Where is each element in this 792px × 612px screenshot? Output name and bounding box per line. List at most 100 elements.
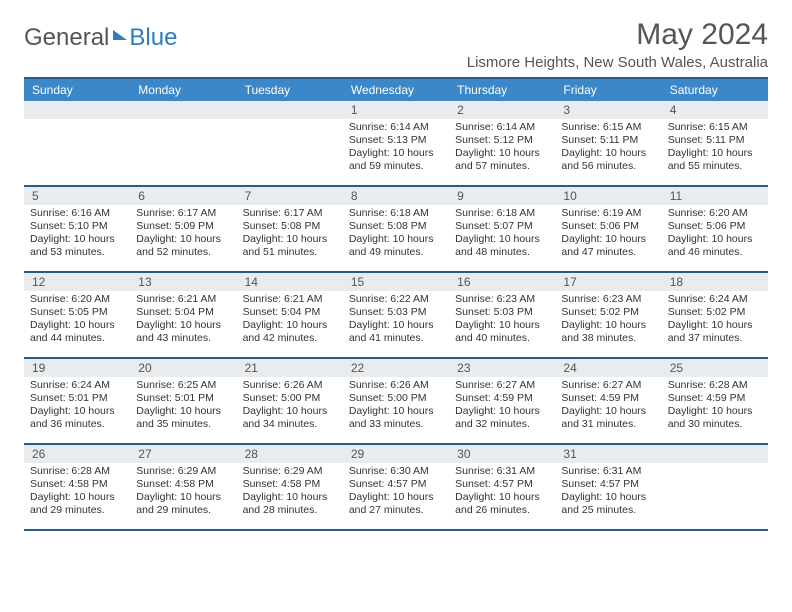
daylight-line: Daylight: 10 hours and 32 minutes. — [455, 405, 549, 431]
day-number: 22 — [343, 359, 449, 377]
brand-text-2: Blue — [129, 24, 177, 52]
daylight-line: Daylight: 10 hours and 53 minutes. — [30, 233, 124, 259]
sunrise-line: Sunrise: 6:21 AM — [243, 293, 337, 306]
day-cell: 9Sunrise: 6:18 AMSunset: 5:07 PMDaylight… — [449, 187, 555, 271]
day-cell: 11Sunrise: 6:20 AMSunset: 5:06 PMDayligh… — [662, 187, 768, 271]
day-body: Sunrise: 6:17 AMSunset: 5:09 PMDaylight:… — [130, 205, 236, 264]
sunset-line: Sunset: 4:59 PM — [668, 392, 762, 405]
day-body: Sunrise: 6:30 AMSunset: 4:57 PMDaylight:… — [343, 463, 449, 522]
sunset-line: Sunset: 5:04 PM — [243, 306, 337, 319]
day-cell: 10Sunrise: 6:19 AMSunset: 5:06 PMDayligh… — [555, 187, 661, 271]
brand-logo: General Blue — [24, 24, 177, 52]
day-cell — [130, 101, 236, 185]
sunrise-line: Sunrise: 6:31 AM — [455, 465, 549, 478]
day-body: Sunrise: 6:17 AMSunset: 5:08 PMDaylight:… — [237, 205, 343, 264]
daylight-line: Daylight: 10 hours and 31 minutes. — [561, 405, 655, 431]
sunset-line: Sunset: 4:57 PM — [349, 478, 443, 491]
sunrise-line: Sunrise: 6:29 AM — [136, 465, 230, 478]
day-body: Sunrise: 6:24 AMSunset: 5:01 PMDaylight:… — [24, 377, 130, 436]
day-body: Sunrise: 6:31 AMSunset: 4:57 PMDaylight:… — [449, 463, 555, 522]
day-number: 2 — [449, 101, 555, 119]
sunset-line: Sunset: 4:57 PM — [455, 478, 549, 491]
day-number: 19 — [24, 359, 130, 377]
sunrise-line: Sunrise: 6:14 AM — [349, 121, 443, 134]
day-cell: 28Sunrise: 6:29 AMSunset: 4:58 PMDayligh… — [237, 445, 343, 529]
sunrise-line: Sunrise: 6:30 AM — [349, 465, 443, 478]
sunrise-line: Sunrise: 6:21 AM — [136, 293, 230, 306]
day-body: Sunrise: 6:16 AMSunset: 5:10 PMDaylight:… — [24, 205, 130, 264]
sunset-line: Sunset: 5:08 PM — [243, 220, 337, 233]
day-body: Sunrise: 6:15 AMSunset: 5:11 PMDaylight:… — [555, 119, 661, 178]
day-cell: 26Sunrise: 6:28 AMSunset: 4:58 PMDayligh… — [24, 445, 130, 529]
day-number: 14 — [237, 273, 343, 291]
sunset-line: Sunset: 5:02 PM — [668, 306, 762, 319]
day-body: Sunrise: 6:28 AMSunset: 4:58 PMDaylight:… — [24, 463, 130, 522]
sunset-line: Sunset: 5:13 PM — [349, 134, 443, 147]
sunrise-line: Sunrise: 6:16 AM — [30, 207, 124, 220]
day-cell — [24, 101, 130, 185]
day-of-week-cell: Tuesday — [237, 79, 343, 101]
day-of-week-cell: Friday — [555, 79, 661, 101]
day-cell: 22Sunrise: 6:26 AMSunset: 5:00 PMDayligh… — [343, 359, 449, 443]
sunrise-line: Sunrise: 6:15 AM — [561, 121, 655, 134]
daylight-line: Daylight: 10 hours and 57 minutes. — [455, 147, 549, 173]
day-cell: 7Sunrise: 6:17 AMSunset: 5:08 PMDaylight… — [237, 187, 343, 271]
daylight-line: Daylight: 10 hours and 41 minutes. — [349, 319, 443, 345]
sunset-line: Sunset: 5:03 PM — [349, 306, 443, 319]
day-number: 11 — [662, 187, 768, 205]
weeks-container: 1Sunrise: 6:14 AMSunset: 5:13 PMDaylight… — [24, 101, 768, 531]
day-number: 16 — [449, 273, 555, 291]
sunset-line: Sunset: 5:03 PM — [455, 306, 549, 319]
day-body: Sunrise: 6:19 AMSunset: 5:06 PMDaylight:… — [555, 205, 661, 264]
sunset-line: Sunset: 5:09 PM — [136, 220, 230, 233]
day-number: 18 — [662, 273, 768, 291]
day-body: Sunrise: 6:21 AMSunset: 5:04 PMDaylight:… — [237, 291, 343, 350]
day-number — [24, 101, 130, 119]
sunset-line: Sunset: 4:58 PM — [136, 478, 230, 491]
day-number: 23 — [449, 359, 555, 377]
daylight-line: Daylight: 10 hours and 33 minutes. — [349, 405, 443, 431]
day-number: 27 — [130, 445, 236, 463]
daylight-line: Daylight: 10 hours and 44 minutes. — [30, 319, 124, 345]
day-body: Sunrise: 6:28 AMSunset: 4:59 PMDaylight:… — [662, 377, 768, 436]
daylight-line: Daylight: 10 hours and 34 minutes. — [243, 405, 337, 431]
daylight-line: Daylight: 10 hours and 25 minutes. — [561, 491, 655, 517]
daylight-line: Daylight: 10 hours and 47 minutes. — [561, 233, 655, 259]
day-number: 25 — [662, 359, 768, 377]
day-cell: 2Sunrise: 6:14 AMSunset: 5:12 PMDaylight… — [449, 101, 555, 185]
daylight-line: Daylight: 10 hours and 30 minutes. — [668, 405, 762, 431]
title-block: May 2024 Lismore Heights, New South Wale… — [467, 18, 768, 71]
sunrise-line: Sunrise: 6:22 AM — [349, 293, 443, 306]
day-cell: 4Sunrise: 6:15 AMSunset: 5:11 PMDaylight… — [662, 101, 768, 185]
day-number: 4 — [662, 101, 768, 119]
day-body: Sunrise: 6:24 AMSunset: 5:02 PMDaylight:… — [662, 291, 768, 350]
day-body: Sunrise: 6:23 AMSunset: 5:02 PMDaylight:… — [555, 291, 661, 350]
day-cell: 3Sunrise: 6:15 AMSunset: 5:11 PMDaylight… — [555, 101, 661, 185]
daylight-line: Daylight: 10 hours and 59 minutes. — [349, 147, 443, 173]
sunrise-line: Sunrise: 6:18 AM — [455, 207, 549, 220]
day-number: 13 — [130, 273, 236, 291]
daylight-line: Daylight: 10 hours and 36 minutes. — [30, 405, 124, 431]
day-number: 8 — [343, 187, 449, 205]
day-number — [130, 101, 236, 119]
day-cell: 6Sunrise: 6:17 AMSunset: 5:09 PMDaylight… — [130, 187, 236, 271]
day-cell: 23Sunrise: 6:27 AMSunset: 4:59 PMDayligh… — [449, 359, 555, 443]
daylight-line: Daylight: 10 hours and 51 minutes. — [243, 233, 337, 259]
day-cell: 21Sunrise: 6:26 AMSunset: 5:00 PMDayligh… — [237, 359, 343, 443]
sunrise-line: Sunrise: 6:17 AM — [243, 207, 337, 220]
day-cell: 19Sunrise: 6:24 AMSunset: 5:01 PMDayligh… — [24, 359, 130, 443]
day-number: 30 — [449, 445, 555, 463]
daylight-line: Daylight: 10 hours and 56 minutes. — [561, 147, 655, 173]
sunrise-line: Sunrise: 6:15 AM — [668, 121, 762, 134]
sunset-line: Sunset: 4:59 PM — [455, 392, 549, 405]
day-body: Sunrise: 6:20 AMSunset: 5:05 PMDaylight:… — [24, 291, 130, 350]
day-body: Sunrise: 6:26 AMSunset: 5:00 PMDaylight:… — [343, 377, 449, 436]
sunrise-line: Sunrise: 6:20 AM — [30, 293, 124, 306]
week-row: 5Sunrise: 6:16 AMSunset: 5:10 PMDaylight… — [24, 187, 768, 273]
day-number: 24 — [555, 359, 661, 377]
daylight-line: Daylight: 10 hours and 46 minutes. — [668, 233, 762, 259]
day-body: Sunrise: 6:27 AMSunset: 4:59 PMDaylight:… — [555, 377, 661, 436]
day-body: Sunrise: 6:25 AMSunset: 5:01 PMDaylight:… — [130, 377, 236, 436]
sunset-line: Sunset: 5:02 PM — [561, 306, 655, 319]
sunset-line: Sunset: 5:08 PM — [349, 220, 443, 233]
